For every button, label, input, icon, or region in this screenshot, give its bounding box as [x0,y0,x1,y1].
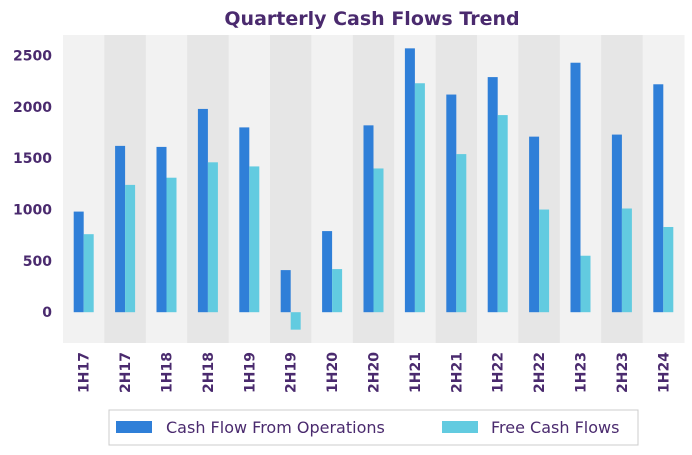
bar-free-cash-flows [456,154,467,313]
x-tick-label: 1H19 [242,352,258,393]
bar-free-cash-flows [539,209,550,313]
legend-swatch-cash-flow-from-operations [116,421,152,433]
x-tick-label: 1H21 [408,352,424,393]
bar-cash-flow-from-operations [611,134,622,313]
chart-title: Quarterly Cash Flows Trend [224,8,519,30]
x-tick-label: 1H22 [491,352,507,393]
legend-label-free-cash-flows: Free Cash Flows [491,418,619,437]
bar-free-cash-flows [373,168,384,313]
bar-cash-flow-from-operations [363,125,374,313]
bar-cash-flow-from-operations [197,108,208,313]
y-axis-ticks: 0 500 1000 1500 2000 2500 [13,49,52,322]
x-tick-label: 2H23 [615,352,631,393]
bar-cash-flow-from-operations [570,62,581,313]
x-tick-label: 1H17 [77,352,93,393]
x-tick-label: 1H18 [160,352,176,393]
bar-cash-flow-from-operations [156,146,167,313]
bar-free-cash-flows [249,166,260,313]
bar-free-cash-flows [290,312,301,330]
y-tick-label: 2500 [13,49,52,65]
x-tick-label: 2H19 [284,352,300,393]
bar-cash-flow-from-operations [322,231,333,313]
bar-free-cash-flows [166,177,177,313]
bar-cash-flow-from-operations [239,127,250,313]
x-axis-ticks: 1H17 2H17 1H18 2H18 1H19 2H19 1H20 2H20 1H21 2H21… [77,352,673,393]
bar-cash-flow-from-operations [529,136,540,313]
legend-swatch-free-cash-flows [442,421,478,433]
x-tick-label: 2H22 [532,352,548,393]
y-tick-label: 1000 [13,203,52,219]
bar-free-cash-flows [580,255,591,313]
bar-free-cash-flows [207,162,218,313]
bar-cash-flow-from-operations [653,84,664,313]
x-tick-label: 2H18 [201,352,217,393]
bar-cash-flow-from-operations [115,145,126,313]
legend-label-cash-flow-from-operations: Cash Flow From Operations [166,418,385,437]
bar-cash-flow-from-operations [73,211,84,313]
x-tick-label: 2H20 [367,352,383,393]
y-tick-label: 2000 [13,100,52,116]
bar-free-cash-flows [621,208,632,313]
x-tick-label: 2H21 [449,352,465,393]
bar-cash-flow-from-operations [404,48,415,313]
bar-free-cash-flows [663,226,674,313]
bar-free-cash-flows [414,83,425,313]
bars-group [73,48,674,330]
x-tick-label: 2H17 [118,352,134,393]
x-tick-label: 1H24 [656,352,672,393]
legend: Cash Flow From Operations Free Cash Flows [108,409,639,446]
bar-cash-flow-from-operations [280,270,291,313]
y-tick-label: 0 [42,305,52,321]
bar-free-cash-flows [125,184,136,313]
bar-cash-flow-from-operations [446,94,457,313]
bar-cash-flow-from-operations [487,77,498,313]
bar-free-cash-flows [332,269,343,313]
legend-box [108,409,639,446]
y-tick-label: 500 [23,254,52,270]
x-tick-label: 1H23 [574,352,590,393]
bar-free-cash-flows [497,115,508,313]
category-band [270,35,312,343]
y-tick-label: 1500 [13,151,52,167]
x-tick-label: 1H20 [325,352,341,393]
bar-free-cash-flows [83,234,94,313]
